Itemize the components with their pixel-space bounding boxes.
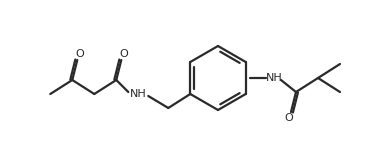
Text: O: O <box>119 49 128 59</box>
Text: O: O <box>285 113 293 123</box>
Text: NH: NH <box>265 73 282 83</box>
Text: NH: NH <box>130 89 147 99</box>
Text: O: O <box>75 49 84 59</box>
